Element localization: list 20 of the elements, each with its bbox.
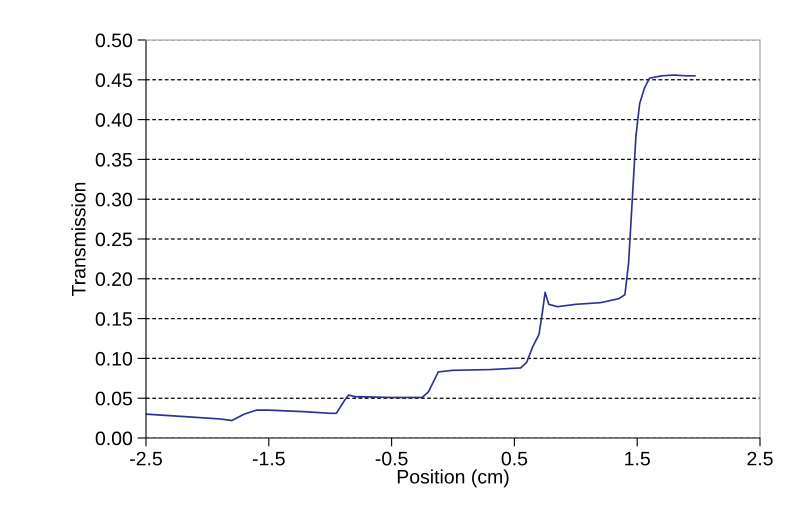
y-tick-label: 0.00 (96, 431, 132, 446)
y-tick-label: 0.40 (96, 113, 132, 127)
line-series (146, 74, 696, 422)
y-tick-label: 0.20 (96, 272, 132, 286)
x-tick-label: -2.5 (130, 452, 162, 466)
x-tick-label: 2.5 (747, 452, 773, 466)
y-tick-label: 0.10 (96, 352, 132, 366)
x-tick-label: -1.5 (252, 452, 285, 466)
y-tick-label: 0.45 (96, 73, 132, 88)
x-tick-label: 1.5 (625, 452, 650, 466)
x-tick-label: 0.5 (502, 452, 528, 466)
y-tick-label: 0.50 (96, 33, 132, 48)
y-axis-title: Transmission (71, 182, 86, 296)
y-tick-label: 0.05 (96, 392, 132, 406)
x-axis-title: Position (cm) (398, 469, 509, 488)
y-tick-label: 0.15 (96, 312, 132, 326)
y-tick-label: 0.25 (96, 232, 132, 246)
y-tick-label: 0.35 (96, 152, 132, 167)
x-tick-label: -0.5 (376, 452, 408, 466)
y-tick-label: 0.30 (96, 192, 132, 206)
